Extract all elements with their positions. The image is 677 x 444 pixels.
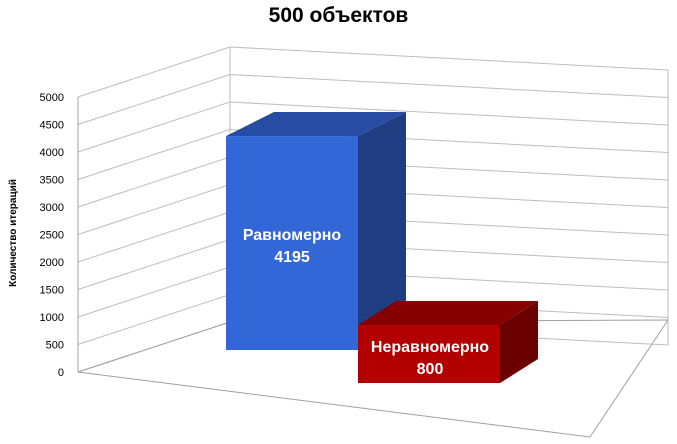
y-axis-label: Количество итераций <box>8 179 19 287</box>
bars <box>226 112 538 383</box>
bar-side <box>500 301 538 383</box>
bar-category-label: Равномерно <box>243 227 342 244</box>
bar <box>358 325 500 383</box>
floor <box>77 319 669 438</box>
bar <box>226 136 358 350</box>
gridline <box>77 46 669 98</box>
y-tick-label: 1500 <box>40 285 64 297</box>
y-tick-label: 3500 <box>40 175 64 187</box>
y-tick-label: 3000 <box>40 202 64 214</box>
y-tick-label: 1000 <box>40 312 64 324</box>
y-tick-labels: 0 500 1000 1500 2000 2500 3000 3500 4000 4500 5000 <box>40 92 64 379</box>
data-labels: Равномерно 4195 Неравномерно 800 <box>243 227 489 378</box>
y-tick-label: 4000 <box>40 147 64 159</box>
y-tick-label: 2000 <box>40 257 64 269</box>
y-tick-label: 2500 <box>40 230 64 242</box>
bar-side <box>358 112 406 351</box>
y-tick-label: 0 <box>58 367 64 379</box>
chart-title: 500 объектов <box>268 4 409 27</box>
bar-top <box>226 112 406 137</box>
y-tick-label: 500 <box>46 340 64 352</box>
bar-category-label: Неравномерно <box>371 339 489 356</box>
bar-value-label: 4195 <box>274 249 310 266</box>
y-tick-label: 4500 <box>40 120 64 132</box>
bar-top <box>358 301 538 325</box>
bar-value-label: 800 <box>417 361 444 378</box>
y-tick-label: 5000 <box>40 92 64 104</box>
